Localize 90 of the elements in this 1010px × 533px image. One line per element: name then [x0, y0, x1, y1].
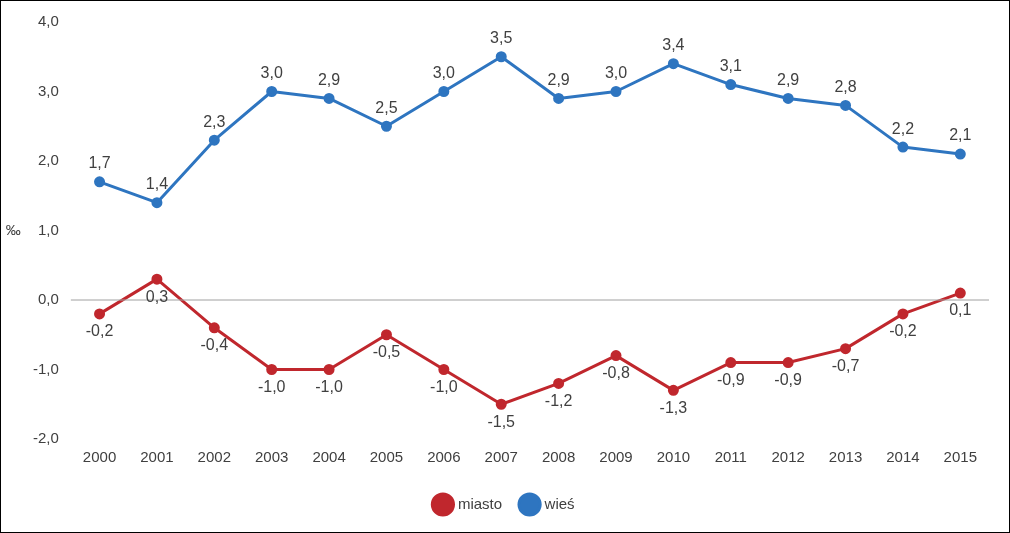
point — [954, 148, 966, 160]
point — [840, 343, 852, 355]
x-tick-label: 2009 — [599, 448, 633, 466]
point — [610, 86, 622, 97]
x-tick-label: 2014 — [886, 448, 920, 466]
data-label: -0,8 — [602, 364, 630, 382]
data-label: 2,3 — [203, 112, 226, 130]
point — [151, 197, 163, 209]
x-tick-label: 2015 — [943, 448, 977, 466]
y-tick-label: -1,0 — [32, 359, 59, 377]
point — [782, 92, 794, 104]
x-tick-label: 2013 — [828, 448, 863, 466]
data-label: 2,1 — [949, 126, 972, 144]
data-label: 1,4 — [145, 175, 169, 193]
point — [151, 273, 163, 285]
data-label: 3,5 — [490, 29, 513, 47]
data-label: -0,5 — [372, 343, 401, 361]
x-tick-label: 2005 — [369, 448, 404, 466]
point — [438, 364, 450, 375]
data-label: 2,8 — [834, 77, 857, 95]
point — [495, 398, 507, 410]
point — [208, 322, 220, 334]
point — [667, 384, 679, 396]
y-tick-label: 0,0 — [37, 290, 59, 308]
x-tick-label: 2012 — [771, 448, 805, 466]
y-tick-label: 2,0 — [37, 151, 59, 169]
data-label: 3,0 — [604, 63, 628, 81]
point — [553, 92, 565, 104]
legend-label: miasto — [457, 494, 503, 512]
point — [610, 350, 622, 362]
data-label: -0,7 — [831, 357, 860, 375]
data-label: -1,5 — [487, 412, 516, 430]
y-tick-label: 4,0 — [37, 12, 59, 30]
point — [667, 58, 679, 70]
x-tick-label: 2007 — [484, 448, 518, 466]
data-label: -1,2 — [544, 391, 573, 409]
x-tick-label: 2006 — [427, 448, 461, 466]
data-label: -1,0 — [315, 377, 343, 395]
data-label: -1,0 — [257, 377, 286, 395]
x-tick-label: 2008 — [541, 448, 576, 466]
data-label: 2,2 — [891, 119, 915, 137]
point — [954, 287, 966, 299]
x-tick-label: 2002 — [197, 448, 231, 466]
data-label: -1,0 — [430, 377, 458, 395]
data-label: -0,2 — [889, 322, 917, 340]
point — [495, 51, 507, 63]
data-label: -0,2 — [85, 322, 114, 340]
point — [266, 86, 278, 97]
y-axis-title: ‰ — [5, 220, 21, 238]
point — [897, 308, 909, 320]
data-label: 1,7 — [88, 154, 111, 172]
data-label: 2,9 — [777, 70, 800, 88]
point — [94, 176, 106, 188]
data-label: -1,3 — [659, 398, 688, 416]
data-label: 3,1 — [719, 56, 742, 74]
point — [840, 99, 852, 111]
x-tick-label: 2010 — [656, 448, 691, 466]
x-tick-label: 2000 — [82, 448, 117, 466]
data-label: 3,0 — [260, 63, 283, 81]
point — [438, 86, 450, 97]
point — [553, 377, 565, 389]
point — [94, 308, 106, 320]
x-tick-label: 2011 — [714, 448, 747, 466]
data-label: -0,4 — [200, 336, 229, 354]
point — [725, 79, 737, 91]
point — [323, 92, 335, 104]
data-label: 0,1 — [949, 301, 972, 319]
data-label: 2,9 — [317, 70, 341, 88]
point — [380, 329, 392, 341]
x-tick-label: 2003 — [255, 448, 289, 466]
data-label: -0,9 — [774, 370, 803, 388]
legend-label: wieś — [543, 494, 575, 512]
data-label: 2,9 — [547, 70, 570, 88]
point — [897, 141, 909, 153]
data-label: 3,0 — [432, 63, 456, 81]
data-label: 3,4 — [662, 36, 685, 54]
data-label: -0,9 — [716, 370, 745, 388]
data-label: 0,3 — [145, 287, 169, 305]
point — [323, 364, 335, 375]
x-tick-label: 2004 — [312, 448, 346, 466]
y-tick-label: -2,0 — [32, 429, 59, 447]
point — [380, 120, 392, 132]
y-tick-label: 1,0 — [37, 220, 59, 238]
point — [266, 364, 278, 375]
y-tick-label: 3,0 — [37, 81, 59, 99]
point — [782, 357, 794, 369]
point — [208, 134, 220, 146]
data-label: 2,5 — [375, 98, 398, 116]
point — [725, 357, 737, 369]
x-tick-label: 2001 — [140, 448, 174, 466]
